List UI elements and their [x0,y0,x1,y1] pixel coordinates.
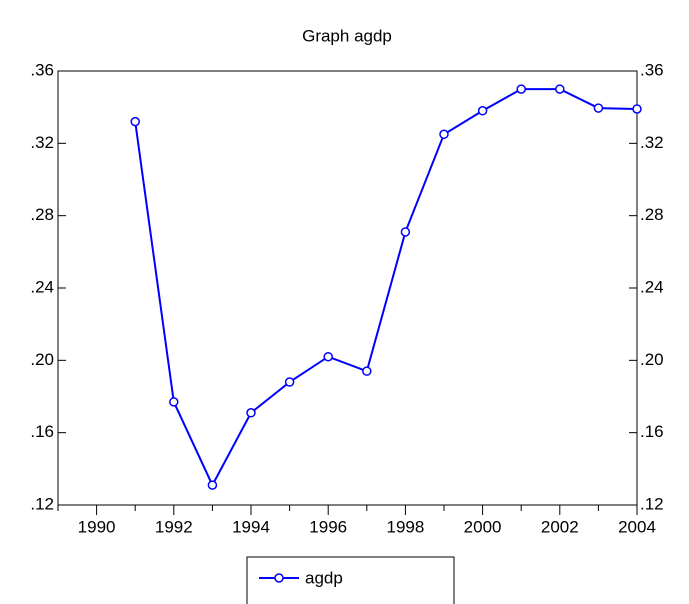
y2-tick-label: .36 [640,60,664,79]
data-point [130,116,140,127]
x-tick-label: 1996 [309,517,347,536]
y2-tick-label: .32 [640,133,664,152]
x-tick-label: 1998 [386,517,424,536]
x-tick-label: 2004 [618,517,656,536]
y2-tick-label: .24 [640,277,664,296]
data-point [169,397,179,407]
y-tick-label: .12 [30,494,54,513]
y2-tick-label: .28 [640,205,664,224]
y-tick-label: .16 [30,422,54,441]
x-tick-label: 1990 [78,517,116,536]
data-point [284,377,295,387]
chart-title: Graph agdp [302,26,392,45]
y-tick-label: .20 [30,350,54,369]
x-tick-label: 1992 [155,517,193,536]
y-tick-label: .24 [30,277,54,296]
data-point [555,84,565,94]
y2-tick-label: .20 [640,350,664,369]
plot-frame [57,70,638,506]
data-point [207,480,218,490]
data-point [362,366,372,376]
x-tick-label: 1994 [232,517,270,536]
x-tick-label: 2000 [464,517,502,536]
data-point [246,408,256,418]
y-tick-label: .32 [30,133,54,152]
data-point [516,84,526,94]
data-point [439,129,449,140]
data-point [632,104,642,114]
data-point [477,106,488,116]
y2-tick-label: .12 [640,494,664,513]
data-point [400,227,411,237]
data-line [134,88,638,488]
data-point [323,351,333,362]
y-tick-label: .36 [30,60,54,79]
legend-marker [274,573,284,583]
x-tick-label: 2002 [541,517,579,536]
data-point [593,103,604,113]
y-tick-label: .28 [30,205,54,224]
y2-tick-label: .16 [640,422,664,441]
legend-label: agdp [305,568,343,587]
